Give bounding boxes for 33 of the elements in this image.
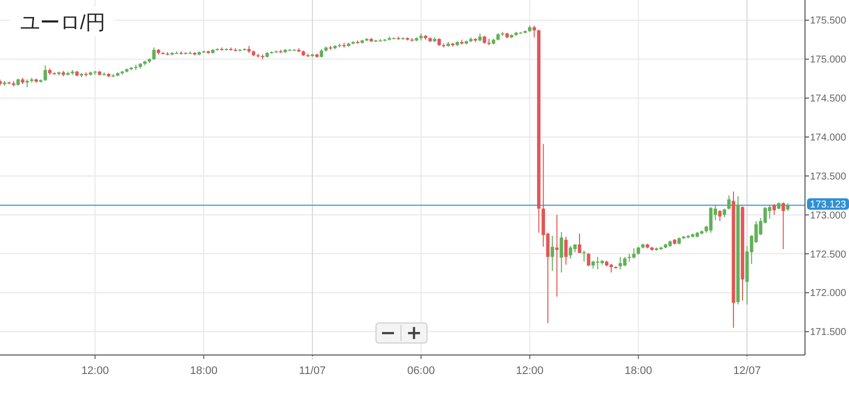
candlestick	[727, 194, 731, 210]
x-tick-label: 06:00	[407, 364, 435, 377]
x-tick-label: 12:00	[81, 364, 109, 377]
x-tick-label: 18:00	[190, 364, 218, 377]
candlestick	[532, 25, 536, 38]
candlestick	[560, 231, 564, 273]
y-tick-label: 173.500	[810, 171, 847, 182]
candlestick	[718, 210, 722, 222]
y-tick-label: 173.000	[810, 210, 847, 222]
y-tick-label: 174.500	[810, 94, 847, 105]
candlestick	[564, 236, 568, 266]
ref-line-label: 173.123	[810, 200, 847, 211]
y-tick-label: 172.000	[810, 288, 847, 300]
candlestick	[586, 252, 590, 267]
candlestick	[772, 203, 776, 216]
x-tick-label: 12/07	[733, 364, 761, 377]
y-tick-label: 171.500	[810, 327, 847, 338]
x-tick-label: 18:00	[624, 364, 652, 377]
candlestick	[44, 64, 47, 82]
text: ユーロ/円	[20, 12, 106, 34]
x-tick-label: 12:00	[516, 364, 544, 377]
candlestick	[768, 205, 772, 220]
candlestick	[555, 214, 559, 298]
candlestick	[568, 246, 572, 259]
candlestick	[550, 235, 554, 272]
candlestick	[782, 202, 785, 250]
candlestick	[582, 250, 586, 262]
y-tick-label: 174.000	[810, 132, 847, 144]
y-tick-label: 175.000	[810, 54, 847, 66]
candlestick	[152, 46, 156, 60]
y-tick-label: 172.500	[810, 249, 847, 260]
y-tick-label: 175.500	[810, 16, 847, 27]
x-tick-label: 11/07	[299, 364, 326, 377]
